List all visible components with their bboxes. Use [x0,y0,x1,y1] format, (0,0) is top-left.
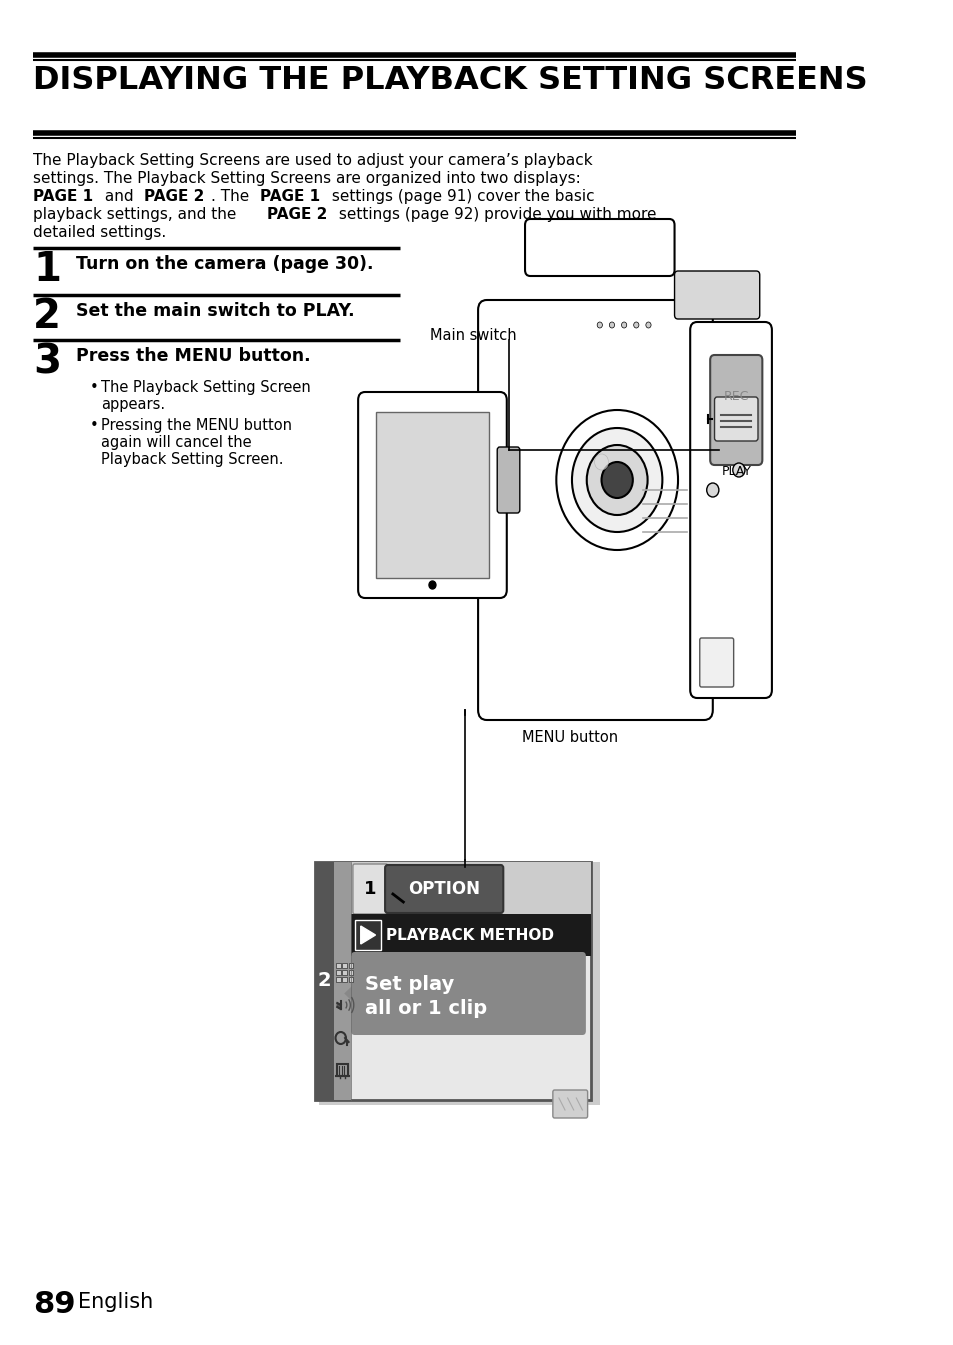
FancyBboxPatch shape [477,300,712,720]
Circle shape [594,455,608,469]
Circle shape [556,410,678,550]
Text: . The: . The [212,190,254,204]
Text: The Playback Setting Screen: The Playback Setting Screen [101,381,311,395]
Circle shape [609,321,614,328]
Bar [314,862,591,1100]
FancyBboxPatch shape [699,638,733,687]
Circle shape [732,463,744,477]
Text: settings (page 92) provide you with more: settings (page 92) provide you with more [334,207,656,222]
Bar [342,963,347,968]
Text: DISPLAYING THE PLAYBACK SETTING SCREENS: DISPLAYING THE PLAYBACK SETTING SCREENS [33,65,866,95]
Bar [351,862,591,915]
FancyBboxPatch shape [553,1089,587,1118]
Circle shape [386,886,395,896]
Circle shape [601,461,632,498]
Text: 3: 3 [33,342,61,382]
Text: 2: 2 [33,297,61,338]
Circle shape [597,321,601,328]
Bar [336,963,340,968]
Text: •: • [90,418,98,433]
FancyBboxPatch shape [353,863,387,915]
FancyBboxPatch shape [714,397,758,441]
Text: 1: 1 [33,250,61,291]
FancyBboxPatch shape [357,391,506,599]
Bar [375,412,489,578]
Polygon shape [360,925,375,944]
FancyBboxPatch shape [385,865,503,913]
Text: PLAYBACK METHOD: PLAYBACK METHOD [386,928,554,943]
Text: MENU button: MENU button [521,730,617,745]
Circle shape [399,898,412,912]
Text: PAGE 2: PAGE 2 [144,190,204,204]
Text: The Playback Setting Screens are used to adjust your camera’s playback: The Playback Setting Screens are used to… [33,153,592,168]
Circle shape [706,483,719,498]
Text: English: English [78,1293,153,1311]
Text: Main switch: Main switch [430,328,517,343]
FancyBboxPatch shape [524,219,674,276]
Polygon shape [337,1003,340,1009]
Text: Playback Setting Screen.: Playback Setting Screen. [101,452,283,467]
Bar [342,970,347,975]
FancyBboxPatch shape [497,447,519,512]
Text: OPTION: OPTION [408,880,479,898]
Text: 1: 1 [364,880,376,898]
Text: 2: 2 [317,971,331,990]
Circle shape [645,321,650,328]
Bar [348,970,353,975]
Circle shape [586,445,647,515]
Bar [314,862,351,1100]
Bar [355,920,380,950]
Polygon shape [344,983,355,1003]
FancyBboxPatch shape [689,321,771,698]
Bar [342,976,347,982]
Text: all or 1 clip: all or 1 clip [365,998,487,1018]
Bar [314,862,334,1100]
Text: PAGE 1: PAGE 1 [259,190,319,204]
Text: •: • [90,381,98,395]
Circle shape [572,428,661,533]
FancyBboxPatch shape [351,952,585,1036]
Text: settings (page 91) cover the basic: settings (page 91) cover the basic [327,190,594,204]
Text: again will cancel the: again will cancel the [101,434,252,451]
Bar [337,1064,347,1076]
Bar [348,976,353,982]
Text: PLAY: PLAY [720,465,750,477]
Text: Turn on the camera (page 30).: Turn on the camera (page 30). [76,256,374,273]
Circle shape [633,321,639,328]
Text: Set play: Set play [365,975,454,994]
Circle shape [620,321,626,328]
Text: and: and [100,190,139,204]
Text: PAGE 1: PAGE 1 [33,190,93,204]
Circle shape [429,581,436,589]
Bar [348,963,353,968]
Text: Pressing the MENU button: Pressing the MENU button [101,418,292,433]
Text: settings. The Playback Setting Screens are organized into two displays:: settings. The Playback Setting Screens a… [33,171,580,186]
Text: detailed settings.: detailed settings. [33,225,166,239]
FancyBboxPatch shape [709,355,761,465]
Text: appears.: appears. [101,397,165,412]
Text: playback settings, and the: playback settings, and the [33,207,241,222]
Bar [336,976,340,982]
Bar [318,862,599,1106]
Bar [351,915,591,956]
Text: Set the main switch to PLAY.: Set the main switch to PLAY. [76,303,355,320]
Bar [336,970,340,975]
Text: REC: REC [722,390,748,403]
FancyBboxPatch shape [674,270,759,319]
Text: 89: 89 [33,1290,75,1319]
Text: PAGE 2: PAGE 2 [266,207,327,222]
Text: Press the MENU button.: Press the MENU button. [76,347,311,364]
